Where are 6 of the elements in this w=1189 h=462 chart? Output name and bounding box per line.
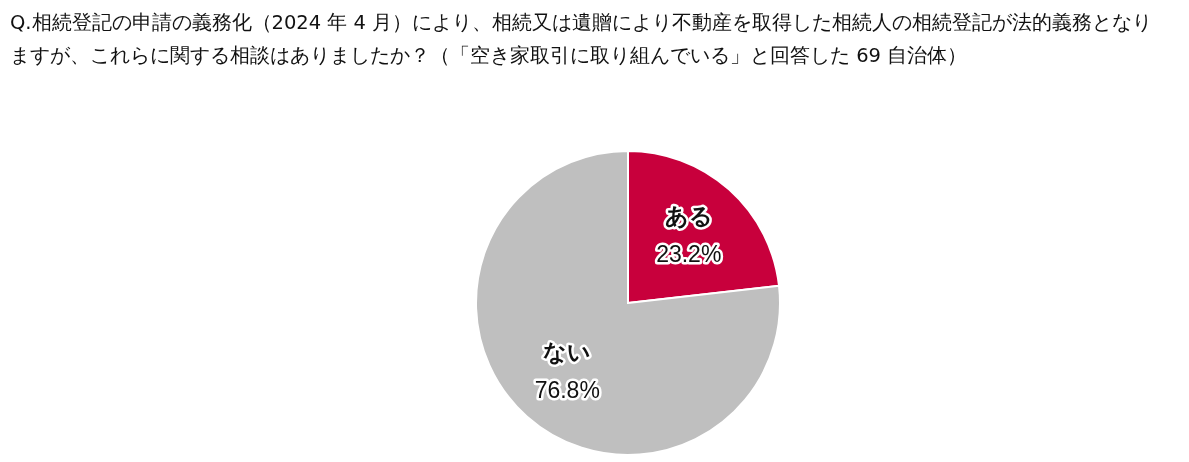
data-label: 23.2% (656, 240, 722, 267)
slice-label: ある (664, 202, 713, 229)
chart-title: Q.相続登記の申請の義務化（2024 年 4 月）により、相続又は遺贈により不動産を取得した相続人の相続登記が法的義務となりますが、これらに関する相談はありましたか？（「空き家取引に取り組んでいる」と回答した 69 自治体） (10, 10, 1154, 69)
pie-slice (475, 150, 781, 456)
data-label: 76.8% (534, 377, 600, 404)
slice-label: ない (543, 339, 592, 366)
